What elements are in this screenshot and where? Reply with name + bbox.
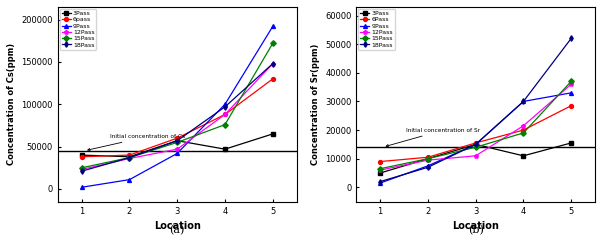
3Pass: [568, 142, 575, 144]
3Pass: [424, 157, 432, 160]
15Pass: [126, 156, 133, 159]
12Pass: [269, 62, 276, 65]
Line: 3Pass: 3Pass: [378, 141, 573, 175]
9Pass: [269, 25, 276, 28]
18Pass: [424, 166, 432, 169]
6pass: [269, 77, 276, 80]
9Pass: [568, 91, 575, 94]
Line: 9Pass: 9Pass: [80, 25, 275, 189]
6Pass: [568, 104, 575, 107]
12Pass: [568, 83, 575, 86]
15Pass: [173, 141, 181, 144]
9Pass: [520, 100, 527, 103]
18Pass: [126, 156, 133, 159]
12Pass: [472, 154, 479, 157]
6pass: [222, 113, 229, 116]
9Pass: [126, 178, 133, 181]
3Pass: [269, 133, 276, 135]
Y-axis label: Concentration of Cs(ppm): Concentration of Cs(ppm): [7, 43, 16, 165]
9Pass: [377, 182, 384, 184]
15Pass: [377, 167, 384, 170]
6Pass: [520, 129, 527, 131]
15Pass: [568, 80, 575, 83]
15Pass: [78, 166, 85, 169]
3Pass: [520, 154, 527, 157]
15Pass: [269, 42, 276, 45]
9Pass: [78, 186, 85, 189]
9Pass: [472, 143, 479, 146]
Legend: 3Pass, 6pass, 9Pass, 12Pass, 15Pass, 18Pass: 3Pass, 6pass, 9Pass, 12Pass, 15Pass, 18P…: [60, 9, 96, 50]
3Pass: [173, 139, 181, 142]
6Pass: [472, 142, 479, 144]
12Pass: [520, 124, 527, 127]
3Pass: [222, 148, 229, 151]
12Pass: [222, 113, 229, 116]
Line: 6Pass: 6Pass: [378, 104, 573, 164]
6Pass: [377, 160, 384, 163]
15Pass: [222, 123, 229, 126]
Text: Initial concentration of Cs: Initial concentration of Cs: [88, 134, 185, 151]
12Pass: [424, 159, 432, 162]
12Pass: [173, 148, 181, 151]
Legend: 3Pass, 6Pass, 9Pass, 12Pass, 15Pass, 18Pass: 3Pass, 6Pass, 9Pass, 12Pass, 15Pass, 18P…: [358, 9, 395, 50]
Text: Initial concentration of Sr: Initial concentration of Sr: [386, 128, 480, 147]
3Pass: [472, 143, 479, 146]
15Pass: [472, 146, 479, 149]
18Pass: [269, 62, 276, 65]
12Pass: [126, 157, 133, 160]
Line: 15Pass: 15Pass: [378, 79, 573, 171]
15Pass: [424, 157, 432, 160]
3Pass: [377, 172, 384, 174]
15Pass: [520, 132, 527, 134]
Line: 3Pass: 3Pass: [80, 132, 275, 159]
18Pass: [377, 180, 384, 183]
9Pass: [222, 103, 229, 106]
9Pass: [173, 152, 181, 155]
12Pass: [377, 169, 384, 172]
9Pass: [424, 164, 432, 167]
Text: (b): (b): [468, 225, 483, 236]
6Pass: [424, 156, 432, 159]
Text: (a): (a): [170, 225, 185, 236]
Line: 15Pass: 15Pass: [80, 41, 275, 170]
Line: 18Pass: 18Pass: [378, 36, 573, 183]
Line: 9Pass: 9Pass: [378, 91, 573, 185]
6pass: [78, 155, 85, 158]
Line: 12Pass: 12Pass: [80, 62, 275, 171]
Line: 6pass: 6pass: [80, 77, 275, 159]
18Pass: [222, 105, 229, 108]
Line: 12Pass: 12Pass: [378, 82, 573, 172]
Y-axis label: Concentration of Sr(ppm): Concentration of Sr(ppm): [311, 44, 320, 165]
18Pass: [472, 143, 479, 146]
12Pass: [78, 168, 85, 171]
6pass: [126, 154, 133, 157]
18Pass: [568, 37, 575, 40]
3Pass: [126, 155, 133, 158]
18Pass: [520, 100, 527, 103]
18Pass: [78, 170, 85, 173]
18Pass: [173, 139, 181, 142]
6pass: [173, 137, 181, 139]
Line: 18Pass: 18Pass: [80, 62, 275, 173]
X-axis label: Location: Location: [452, 221, 499, 231]
3Pass: [78, 154, 85, 157]
X-axis label: Location: Location: [154, 221, 200, 231]
